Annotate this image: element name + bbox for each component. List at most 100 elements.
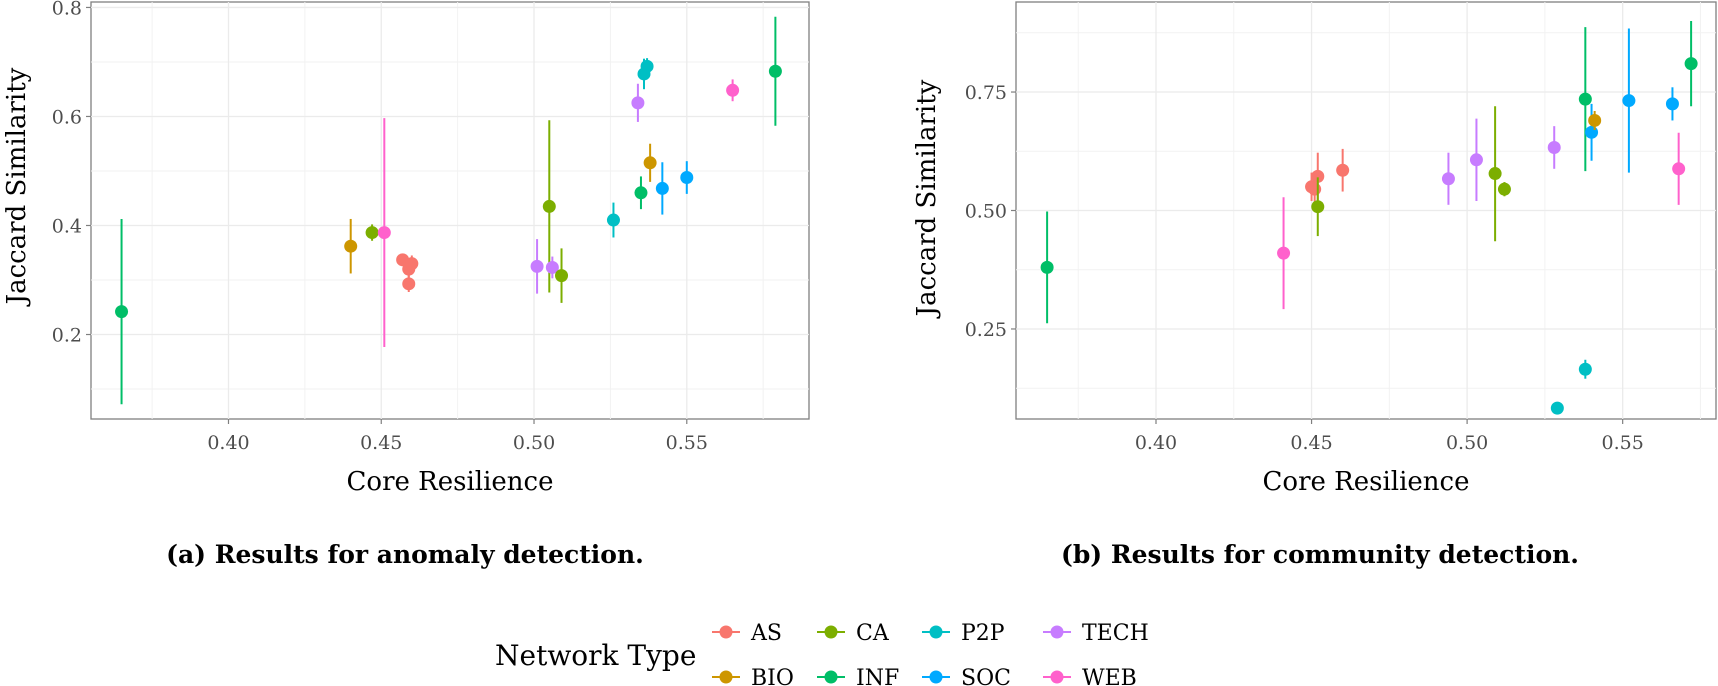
point-marker	[1488, 167, 1502, 181]
point-marker	[545, 260, 559, 274]
point-marker	[634, 186, 648, 200]
legend-label: INF	[856, 666, 899, 686]
y-tick-label: 0.2	[52, 325, 82, 347]
y-axis-title-community: Jaccard Similarity	[912, 79, 942, 319]
data-point-p2p	[1578, 359, 1592, 379]
data-point-tech	[631, 83, 645, 122]
legend-key-dot	[1050, 670, 1064, 684]
data-point-inf	[115, 218, 129, 405]
data-point-ca	[555, 248, 569, 303]
caption-anomaly: (a) Results for anomaly detection.	[166, 540, 644, 569]
y-tick-label: 0.6	[52, 106, 82, 128]
point-marker	[768, 64, 782, 78]
point-marker	[377, 226, 391, 240]
points-anomaly	[115, 16, 782, 405]
legend-item-bio: BIO	[712, 666, 794, 686]
point-marker	[1672, 162, 1686, 176]
data-point-as	[402, 275, 416, 292]
data-point-web	[377, 118, 391, 348]
point-marker	[655, 181, 669, 195]
x-axis-title-community: Core Resilience	[1263, 467, 1470, 497]
data-point-ca	[365, 224, 379, 241]
point-marker	[1441, 172, 1455, 186]
y-ticks-anomaly: 0.2 0.4 0.6 0.8	[52, 0, 91, 347]
data-point-bio	[1588, 110, 1602, 130]
point-marker	[643, 156, 657, 170]
data-point-ca	[1311, 177, 1325, 237]
legend-label: WEB	[1082, 666, 1137, 686]
point-marker	[555, 269, 569, 283]
y-tick-label: 0.75	[965, 82, 1007, 104]
grid-community	[1016, 2, 1716, 419]
point-marker	[542, 199, 556, 213]
point-marker	[1684, 57, 1698, 71]
data-point-p2p	[606, 202, 620, 238]
point-marker	[1550, 401, 1564, 415]
y-tick-label: 0.25	[965, 319, 1007, 341]
data-point-tech	[545, 256, 559, 279]
point-marker	[1311, 169, 1325, 183]
x-axis-title-anomaly: Core Resilience	[347, 467, 554, 497]
point-marker	[1578, 92, 1592, 106]
data-point-bio	[643, 143, 657, 182]
legend-label: CA	[856, 621, 890, 646]
legend-item-ca: CA	[817, 621, 890, 646]
x-tick-label: 0.45	[360, 432, 402, 454]
point-marker	[402, 277, 416, 291]
data-point-web	[1277, 197, 1291, 310]
legend: Network Type AS CA P2P TECH BIO INF SOC WEB	[495, 621, 1149, 686]
grid-anomaly	[91, 2, 809, 419]
point-marker	[1578, 362, 1592, 376]
data-point-inf	[1684, 20, 1698, 107]
data-point-tech	[530, 239, 544, 294]
legend-title: Network Type	[495, 639, 696, 672]
legend-item-inf: INF	[817, 666, 899, 686]
point-marker	[631, 96, 645, 110]
point-marker	[1622, 94, 1636, 108]
legend-label: AS	[750, 621, 782, 646]
legend-label: TECH	[1082, 621, 1149, 646]
legend-item-soc: SOC	[922, 666, 1011, 686]
legend-item-web: WEB	[1043, 666, 1137, 686]
legend-item-as: AS	[712, 621, 782, 646]
data-point-as	[1336, 148, 1350, 192]
data-point-bio	[344, 218, 358, 274]
point-marker	[405, 257, 419, 271]
x-tick-label: 0.40	[207, 432, 249, 454]
data-point-p2p	[1550, 401, 1564, 415]
point-marker	[1588, 113, 1602, 127]
legend-key-dot	[719, 670, 733, 684]
point-marker	[365, 226, 379, 240]
legend-label: P2P	[961, 621, 1005, 646]
data-point-tech	[1547, 126, 1561, 169]
data-point-soc	[1665, 87, 1679, 121]
point-marker	[344, 239, 358, 253]
y-tick-label: 0.50	[965, 201, 1007, 223]
y-ticks-community: 0.25 0.50 0.75	[965, 82, 1016, 341]
x-tick-label: 0.50	[513, 432, 555, 454]
data-point-web	[726, 79, 740, 102]
y-tick-label: 0.4	[52, 215, 82, 237]
point-marker	[680, 171, 694, 185]
point-marker	[1547, 140, 1561, 154]
legend-items: AS CA P2P TECH BIO INF SOC WEB	[712, 621, 1149, 686]
point-marker	[1665, 97, 1679, 111]
data-point-tech	[1469, 118, 1483, 202]
data-point-as	[405, 255, 419, 272]
data-point-inf	[1040, 211, 1054, 324]
point-marker	[530, 259, 544, 273]
data-point-tech	[1441, 152, 1455, 205]
legend-label: SOC	[961, 666, 1011, 686]
data-point-p2p	[640, 58, 654, 75]
data-point-ca	[1488, 106, 1502, 242]
legend-key-dot	[824, 625, 838, 639]
point-marker	[726, 83, 740, 97]
data-point-web	[1672, 132, 1686, 205]
data-point-soc	[655, 162, 669, 215]
y-tick-label: 0.8	[52, 0, 82, 19]
point-marker	[1277, 246, 1291, 260]
data-point-inf	[768, 16, 782, 126]
data-point-ca	[1497, 182, 1511, 197]
data-point-soc	[680, 161, 694, 194]
